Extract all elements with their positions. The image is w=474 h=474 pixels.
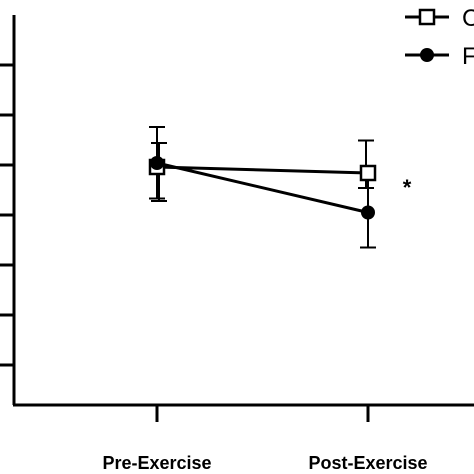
legend-marker-C (418, 8, 436, 26)
legend-label-F: F (462, 43, 474, 70)
chart-legend: CF (405, 5, 474, 70)
series-line-F (156, 161, 369, 214)
legend-marker-F (420, 48, 434, 62)
chart-series-layer (148, 126, 377, 249)
data-point-F (361, 205, 375, 220)
data-point-C (359, 164, 377, 182)
legend-label-C: C (462, 5, 474, 32)
series-line-C (156, 165, 369, 175)
x-tick-label: Post-Exercise (308, 453, 427, 473)
data-point-F (150, 156, 164, 170)
chart-axes: Pre-Exercise Post-Exercise (0, 15, 474, 473)
significance-marker: * (403, 175, 412, 200)
chart-annotation-layer: * (403, 175, 412, 200)
x-tick-label: Pre-Exercise (102, 453, 211, 473)
